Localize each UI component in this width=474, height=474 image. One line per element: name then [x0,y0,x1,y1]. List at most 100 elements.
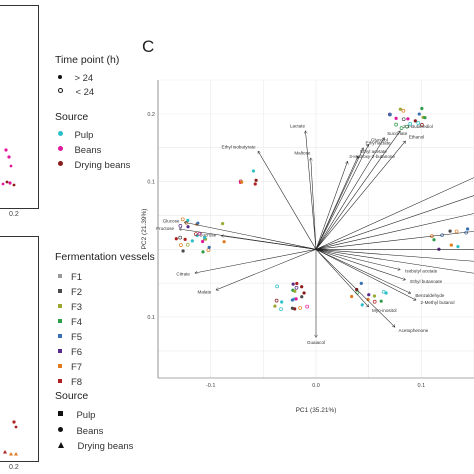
filled-dot-icon [58,74,62,79]
loading-label: Lactate [290,123,306,128]
score-point [280,300,284,304]
left-top-point [5,180,9,184]
score-point [221,221,225,226]
left-top-panel-frame [0,5,39,209]
circle-icon [58,427,63,433]
loading-arrow [184,222,317,250]
score-point [300,285,304,289]
legend-time-title: Time point (h) [55,54,120,66]
score-point [275,284,279,289]
score-point [254,178,258,182]
score-point [194,232,198,236]
legend-shape-item-drying: Drying beans [58,436,133,454]
legend-source-title-top: Source [55,111,89,123]
score-point [305,304,310,309]
score-point [185,242,190,247]
legend-time-item-under24: < 24 [58,82,94,100]
score-point [183,237,187,241]
legend-source-title-bottom: Source [55,390,89,402]
triangle-icon [58,441,64,448]
score-point [408,121,413,126]
loading-label: Sucrose [199,233,216,238]
legend-vessels-title: Fermentation vessels [55,251,155,263]
score-point [178,223,183,228]
x-tick-label: -0.1 [206,383,215,389]
vessel-color-swatch-icon [58,363,62,368]
loading-label: Guaiacol [307,340,325,345]
left-top-point [12,183,16,187]
vessel-label: F6 [71,347,83,358]
left-top-point [8,181,12,185]
left-panels-points [1,148,18,456]
vessel-color-swatch-icon [58,318,62,323]
loading-label: Ethanol [409,135,425,140]
legend-source-item-pulp: Pulp [58,125,93,143]
score-point [201,250,205,254]
loading-arrow [195,249,317,273]
legend-shape-item-beans: Beans [58,421,103,439]
legend-vessel-item: F7 [58,357,82,375]
legend-vessel-item: F8 [58,372,82,390]
loading-arrow [315,148,363,250]
legend-vessel-item: F2 [58,282,82,300]
loading-arrow [315,177,474,250]
score-point [222,240,226,244]
score-point [201,239,205,244]
loading-arrow [305,131,317,250]
score-point [379,299,383,303]
score-point [298,306,303,310]
loading-label: Citrate [176,271,190,276]
score-point [295,281,299,286]
score-point [413,119,417,123]
loading-arrow [315,213,474,250]
score-point [456,245,460,249]
loading-label: Maltose [294,150,311,155]
open-dot-icon [58,88,63,94]
loading-arrow [315,131,400,250]
score-point [420,106,424,111]
vessel-color-swatch-icon [58,333,62,338]
loading-label: 2-Methyl butanol [421,300,455,305]
vessel-label: F5 [71,332,83,343]
loading-arrow [311,158,317,250]
loading-label: Acetophenone [399,328,429,333]
loading-label: Ethyl butanoate [410,279,442,284]
left-top-point [9,164,13,168]
legend-vessel-item: F5 [58,327,82,345]
score-point [449,243,453,247]
score-point [239,180,244,184]
loading-arrow [315,249,474,274]
left-bottom-point [14,425,18,429]
left-top-point [4,148,8,152]
score-point [174,237,178,241]
score-point [432,238,436,242]
score-point [196,221,200,225]
loading-arrow [216,249,317,290]
loading-label: Ethyl acetate [360,149,387,154]
loading-label: 3-Hydroxy-2-butanone [349,154,395,159]
legend-shape-item-pulp: Pulp [58,405,95,423]
square-icon [58,411,63,417]
vessel-color-swatch-icon [58,288,62,293]
legend-vessel-item: F1 [58,267,82,285]
score-point [401,117,406,122]
left-bottom-point [3,450,7,454]
score-point [302,291,306,295]
score-point [290,298,294,302]
loading-label: Malate [198,289,212,294]
score-point [388,112,392,117]
score-point [359,281,363,286]
score-point [293,289,297,293]
left-bottom-panel-frame [0,236,39,462]
x-axis-title: PC1 (35.21%) [296,407,337,414]
loading-label: Glycerol [371,137,388,142]
vessel-label: F7 [71,362,83,373]
y-tick-label: 0.1 [147,180,155,186]
score-point [416,121,421,125]
score-point [300,295,304,299]
score-point [405,124,409,129]
loading-label: Ethyl isobutyrate [222,144,256,149]
y-axis-title: PC2 (21.39%) [141,209,148,250]
score-point [372,294,377,298]
score-point [179,243,183,247]
